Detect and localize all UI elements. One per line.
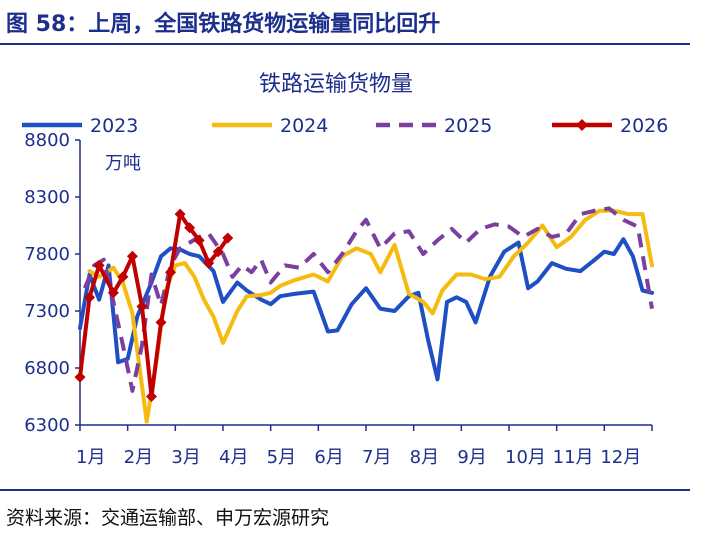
data-point-2026 [155,316,167,328]
legend-item-2026: 2026 [552,115,668,137]
x-tick-label: 12月 [600,447,641,468]
chart-title: 铁路运输货物量 [259,72,413,97]
data-point-2026 [126,250,138,262]
plot-area [74,206,654,424]
legend-item-2023: 2023 [22,115,138,137]
legend-item-2024: 2024 [212,115,328,137]
data-point-2026 [203,257,215,269]
legend: 2023 2024 2025 2026 [22,115,668,137]
legend-item-2025: 2025 [376,115,492,137]
x-tick-label: 2月 [124,447,153,468]
data-point-2026 [84,291,96,303]
data-point-2026 [174,208,186,220]
x-tick-label: 11月 [553,447,594,468]
data-point-2026 [107,287,119,299]
x-tick-label: 6月 [314,447,343,468]
x-tick-label: 8月 [410,447,439,468]
data-point-2026 [193,234,205,246]
top-divider [0,43,690,45]
figure-title: 图 58：上周，全国铁路货物运输量同比回升 [6,12,441,37]
x-tick-label: 3月 [171,447,200,468]
series-line-2025 [82,206,654,393]
x-tick-label: 1月 [76,447,105,468]
x-tick-label: 9月 [457,447,486,468]
bottom-divider [0,489,690,491]
y-tick-label: 8800 [24,130,70,151]
y-tick-label: 6300 [24,415,70,436]
series-line-2023 [78,237,654,382]
legend-label: 2026 [620,115,668,137]
x-tick-label: 10月 [505,447,546,468]
data-point-2026 [136,300,148,312]
x-tick-label: 7月 [362,447,391,468]
axes: 6300 6800 7300 7800 8300 8800 1月 2月 3月 4月 5月 6月 7月 8月… [24,130,653,468]
railway-freight-chart: 铁路运输货物量 万吨 2023 2024 2025 2026 6300 6800 7300… [22,72,668,468]
data-point-2026 [93,259,105,271]
legend-label: 2023 [90,115,138,137]
legend-marker [576,119,588,131]
data-point-2026 [117,271,129,283]
y-tick-label: 6800 [24,358,70,379]
x-tick-label: 4月 [219,447,248,468]
unit-label: 万吨 [105,153,141,174]
legend-label: 2025 [444,115,492,137]
data-point-2026 [212,246,224,258]
data-point-2026 [222,232,234,244]
data-point-2026 [165,266,177,278]
y-tick-label: 7300 [24,301,70,322]
series-line-2026 [78,212,230,399]
data-point-2026 [184,222,196,234]
x-tick-label: 5月 [267,447,296,468]
data-point-2026 [74,371,86,383]
data-point-2026 [146,391,157,402]
y-tick-label: 7800 [24,244,70,265]
y-tick-label: 8300 [24,187,70,208]
source-note: 资料来源：交通运输部、申万宏源研究 [6,507,330,529]
legend-label: 2024 [280,115,328,137]
